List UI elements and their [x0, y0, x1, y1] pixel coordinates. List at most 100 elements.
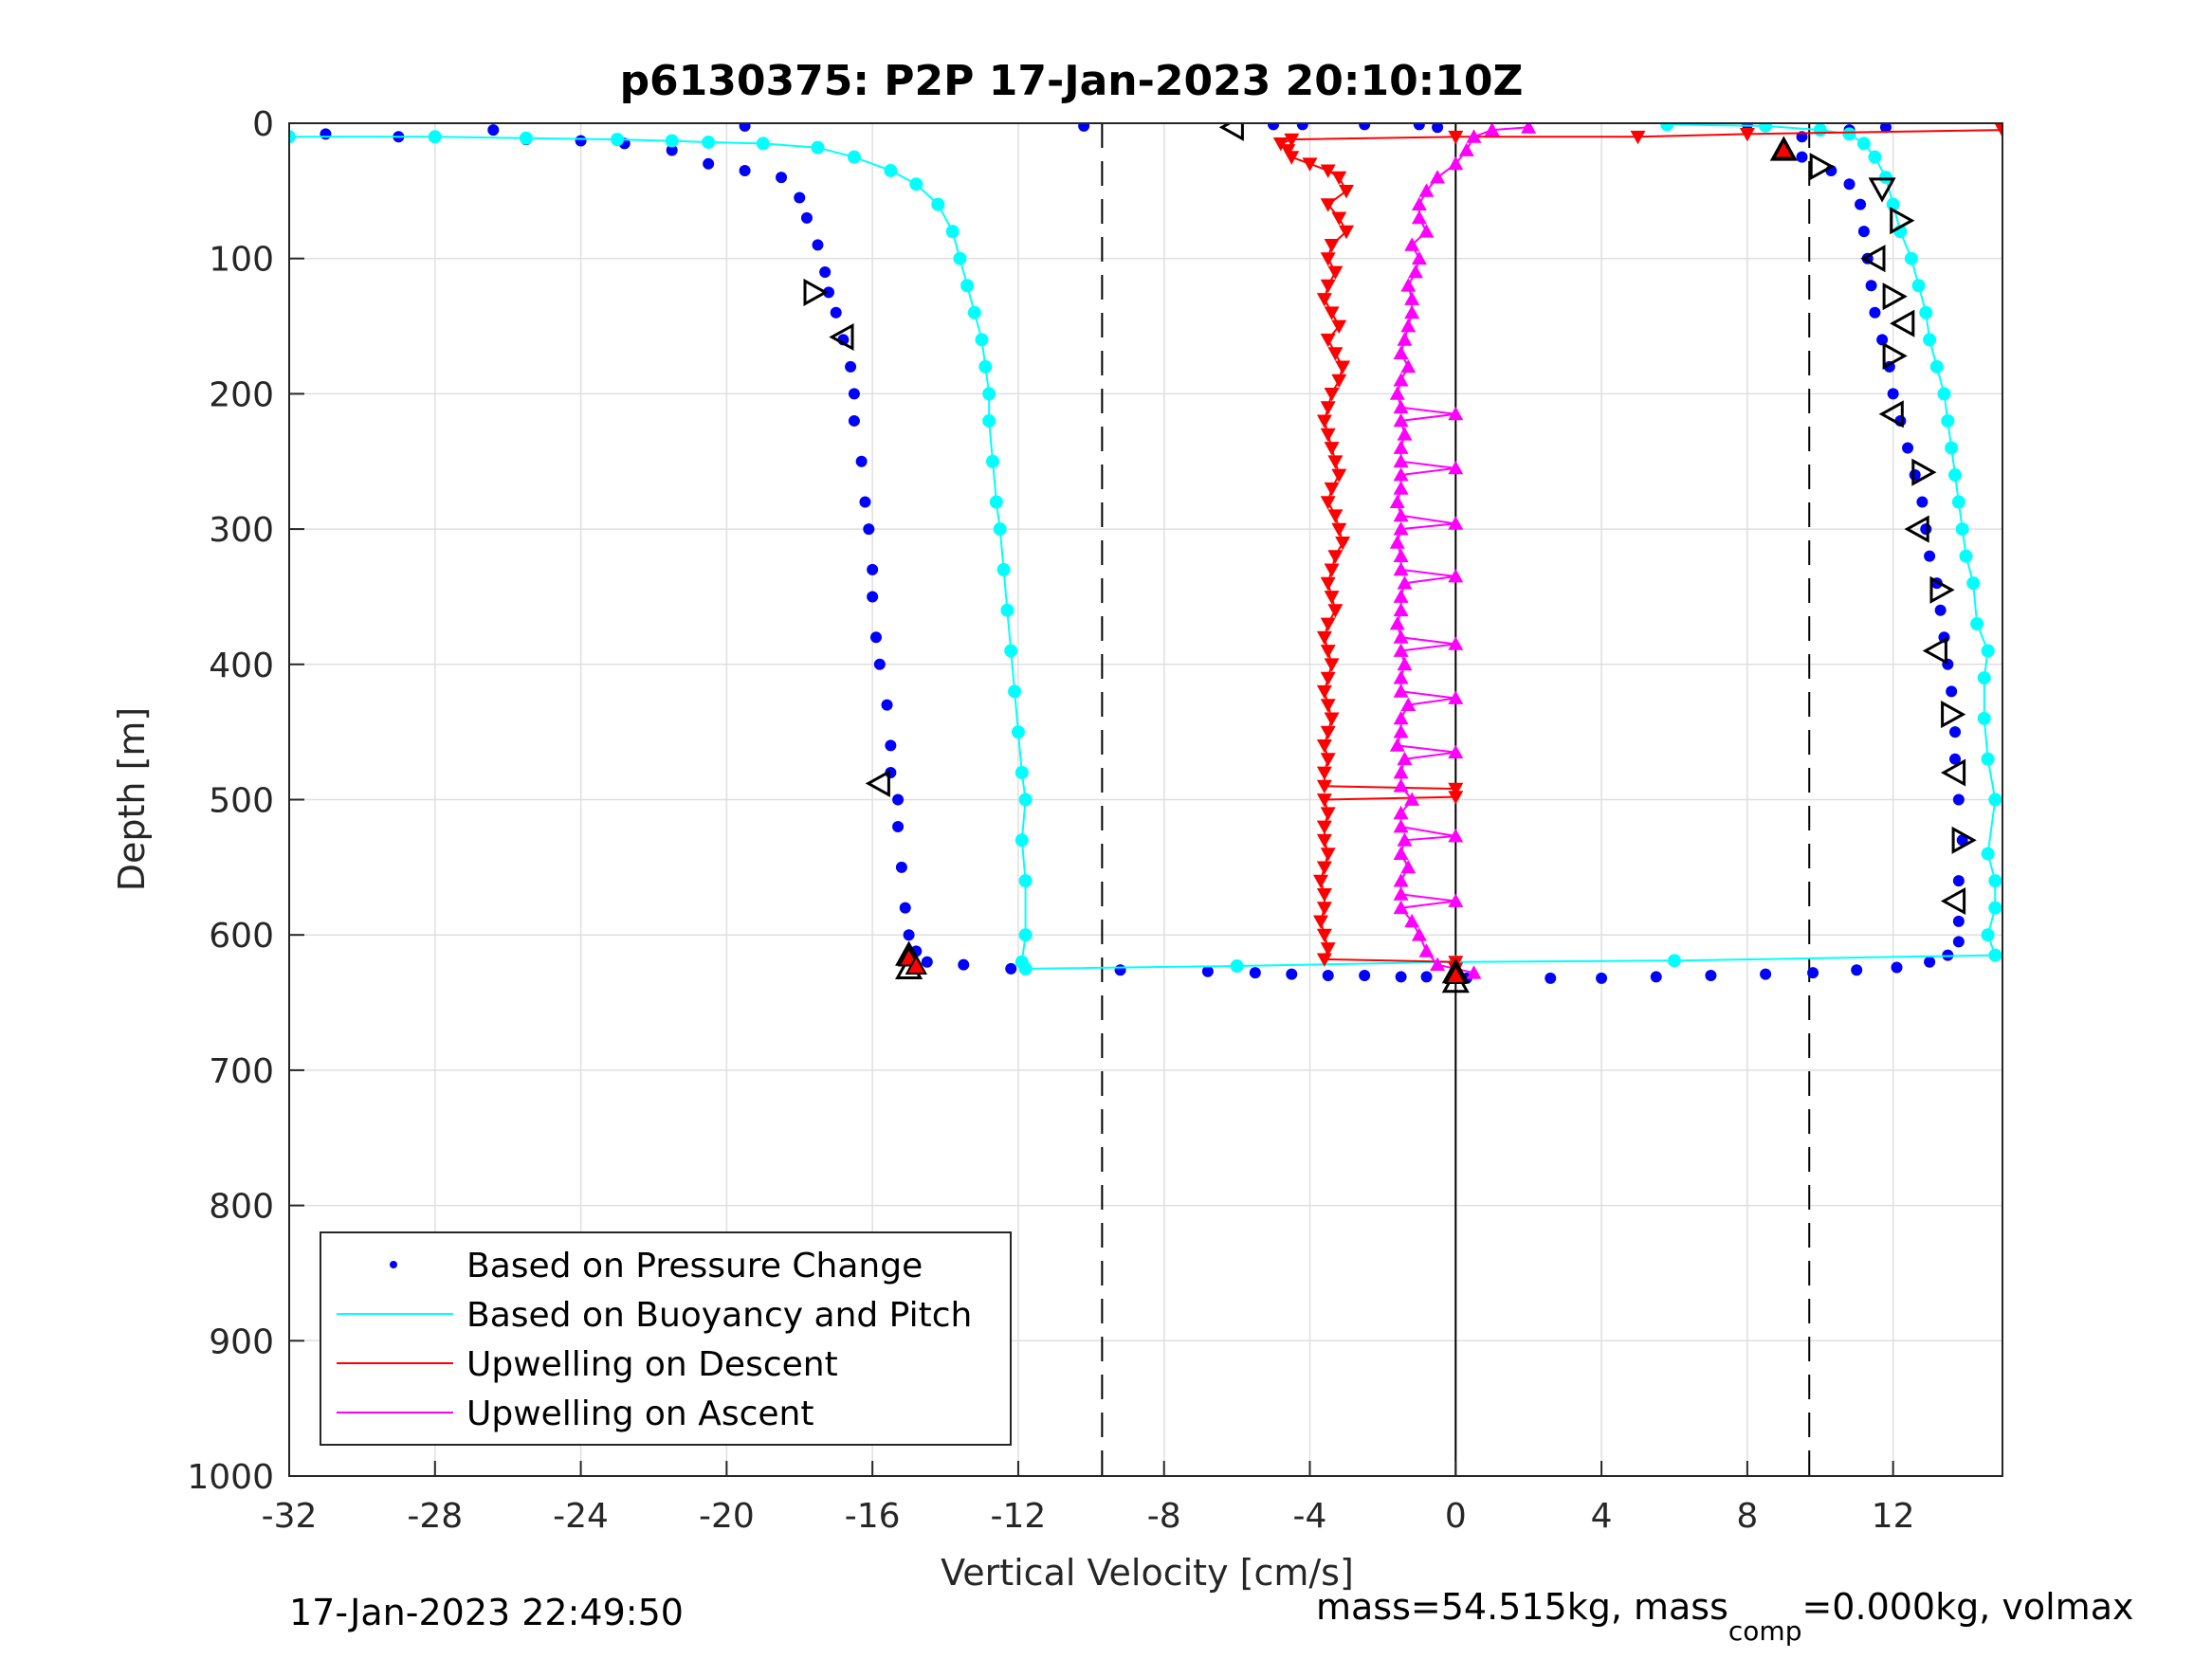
turn-marker [1860, 245, 1886, 273]
turn-marker [865, 769, 890, 797]
descent-upwelling-marker [1316, 953, 1332, 967]
descent-upwelling-marker [1316, 684, 1332, 700]
descent-upwelling-marker [1324, 591, 1340, 605]
descent-upwelling-marker [1316, 766, 1332, 780]
x-tick-label: 8 [1736, 1497, 1758, 1536]
ascent-upwelling-marker [1389, 386, 1405, 400]
descent-upwelling-marker [1324, 442, 1340, 456]
descent-upwelling-marker [1327, 509, 1344, 523]
highlight-marker [1444, 963, 1467, 984]
descent-upwelling-marker [1316, 414, 1332, 428]
pressure-change-point [1902, 442, 1914, 454]
buoyancy-pitch-point [996, 562, 1011, 576]
ascent-upwelling-marker [1448, 690, 1464, 704]
y-tick-label: 500 [209, 782, 274, 821]
x-tick-label: -24 [553, 1497, 609, 1536]
buoyancy-pitch-point [1937, 387, 1951, 401]
y-tick-label: 800 [209, 1188, 274, 1227]
ascent-upwelling-marker [1393, 873, 1409, 887]
ascent-upwelling-marker [1466, 965, 1482, 979]
buoyancy-pitch-point [1018, 874, 1033, 888]
pressure-change-point [575, 135, 587, 147]
buoyancy-pitch-point [1981, 644, 1995, 658]
buoyancy-pitch-point [289, 130, 296, 144]
pressure-change-point [867, 563, 879, 575]
descent-upwelling-marker [1339, 225, 1354, 240]
ascent-upwelling-marker [1393, 589, 1409, 603]
x-tick-label: 12 [1872, 1497, 1915, 1536]
pressure-change-point [1596, 972, 1608, 984]
pressure-change-point [1956, 834, 1968, 847]
pressure-change-point [855, 455, 868, 467]
descent-upwelling-marker [1995, 123, 2002, 138]
ascent-upwelling-marker [1397, 751, 1413, 766]
ascent-upwelling-marker [1448, 829, 1464, 843]
buoyancy-pitch-point [960, 279, 975, 293]
buoyancy-pitch-point [1988, 948, 2002, 962]
turn-marker [1951, 826, 1977, 854]
pressure-change-point [1949, 726, 1962, 738]
descent-upwelling-marker [1448, 130, 1464, 145]
descent-upwelling-marker [1324, 563, 1340, 577]
y-tick-label: 600 [209, 917, 274, 956]
y-axis-ticks: 0 100 200 300 400 500 600 700 800 900 1000 [187, 105, 304, 1497]
pressure-change-point [1296, 123, 1308, 131]
ascent-upwelling-marker [1397, 332, 1413, 346]
descent-upwelling-marker [1316, 779, 1332, 794]
pressure-change-point [885, 739, 897, 752]
legend: Based on Pressure Change Based on Buoyan… [320, 1231, 1012, 1446]
y-tick-label: 900 [209, 1322, 274, 1361]
ascent-upwelling-marker [1404, 913, 1420, 928]
ascent-upwelling-marker [1521, 123, 1537, 134]
footer-mass-subscript: comp [1728, 1615, 1802, 1647]
descent-upwelling-marker [1316, 833, 1332, 848]
buoyancy-pitch-point [1923, 333, 1937, 347]
buoyancy-pitch-point [1886, 197, 1900, 211]
descent-upwelling-marker [1331, 171, 1347, 186]
descent-upwelling-marker [1313, 915, 1328, 929]
chart-title: p6130375: P2P 17-Jan-2023 20:10:10Z [620, 57, 1524, 105]
ascent-upwelling-marker [1393, 412, 1409, 428]
ascent-upwelling-marker [1393, 670, 1409, 684]
pressure-change-point [739, 164, 751, 176]
turn-marker [803, 278, 829, 306]
ascent-upwelling-marker [1397, 656, 1413, 671]
ascent-upwelling-marker [1393, 345, 1409, 359]
ascent-upwelling-marker [1400, 859, 1417, 874]
ascent-upwelling-marker [1393, 453, 1409, 468]
ascent-upwelling-marker [1389, 535, 1405, 549]
footer-timestamp: 17-Jan-2023 22:49:50 [289, 1592, 684, 1633]
buoyancy-pitch-point [1856, 137, 1871, 151]
pressure-change-point [1924, 956, 1936, 968]
ascent-upwelling-marker [1404, 237, 1420, 251]
ascent-upwelling-marker [1448, 406, 1464, 421]
descent-upwelling-marker [1331, 319, 1347, 334]
ascent-upwelling-marker [1404, 792, 1420, 806]
ascent-upwelling-marker [1411, 927, 1427, 941]
footer-mass-prefix: mass=54.515kg, mass [1316, 1586, 1728, 1628]
pressure-change-point [823, 286, 835, 299]
pressure-change-point [903, 929, 915, 941]
buoyancy-pitch-point [993, 522, 1007, 537]
ascent-upwelling-marker [1393, 900, 1409, 915]
buoyancy-pitch-point [1970, 616, 1984, 630]
pressure-change-point [1395, 971, 1407, 983]
y-tick-label: 0 [252, 105, 274, 144]
ascent-upwelling-marker [1484, 123, 1500, 137]
pressure-change-point [1934, 604, 1947, 616]
descent-upwelling-marker [1284, 151, 1300, 165]
ascent-upwelling-marker [1404, 291, 1420, 305]
buoyancy-pitch-point [967, 305, 981, 319]
descent-upwelling-marker [1316, 888, 1332, 902]
descent-upwelling-marker [1320, 699, 1336, 713]
ascent-upwelling-marker [1397, 427, 1413, 441]
turn-marker [1890, 309, 1915, 337]
pressure-change-point [739, 123, 751, 132]
descent-upwelling-marker [1331, 374, 1347, 389]
ascent-upwelling-marker [1393, 643, 1409, 657]
pressure-change-point [1545, 972, 1557, 984]
x-tick-label: -4 [1293, 1497, 1327, 1536]
ascent-upwelling-marker [1393, 765, 1409, 779]
legend-label-ascent: Upwelling on Ascent [466, 1395, 814, 1433]
ascent-upwelling-marker [1393, 846, 1409, 860]
